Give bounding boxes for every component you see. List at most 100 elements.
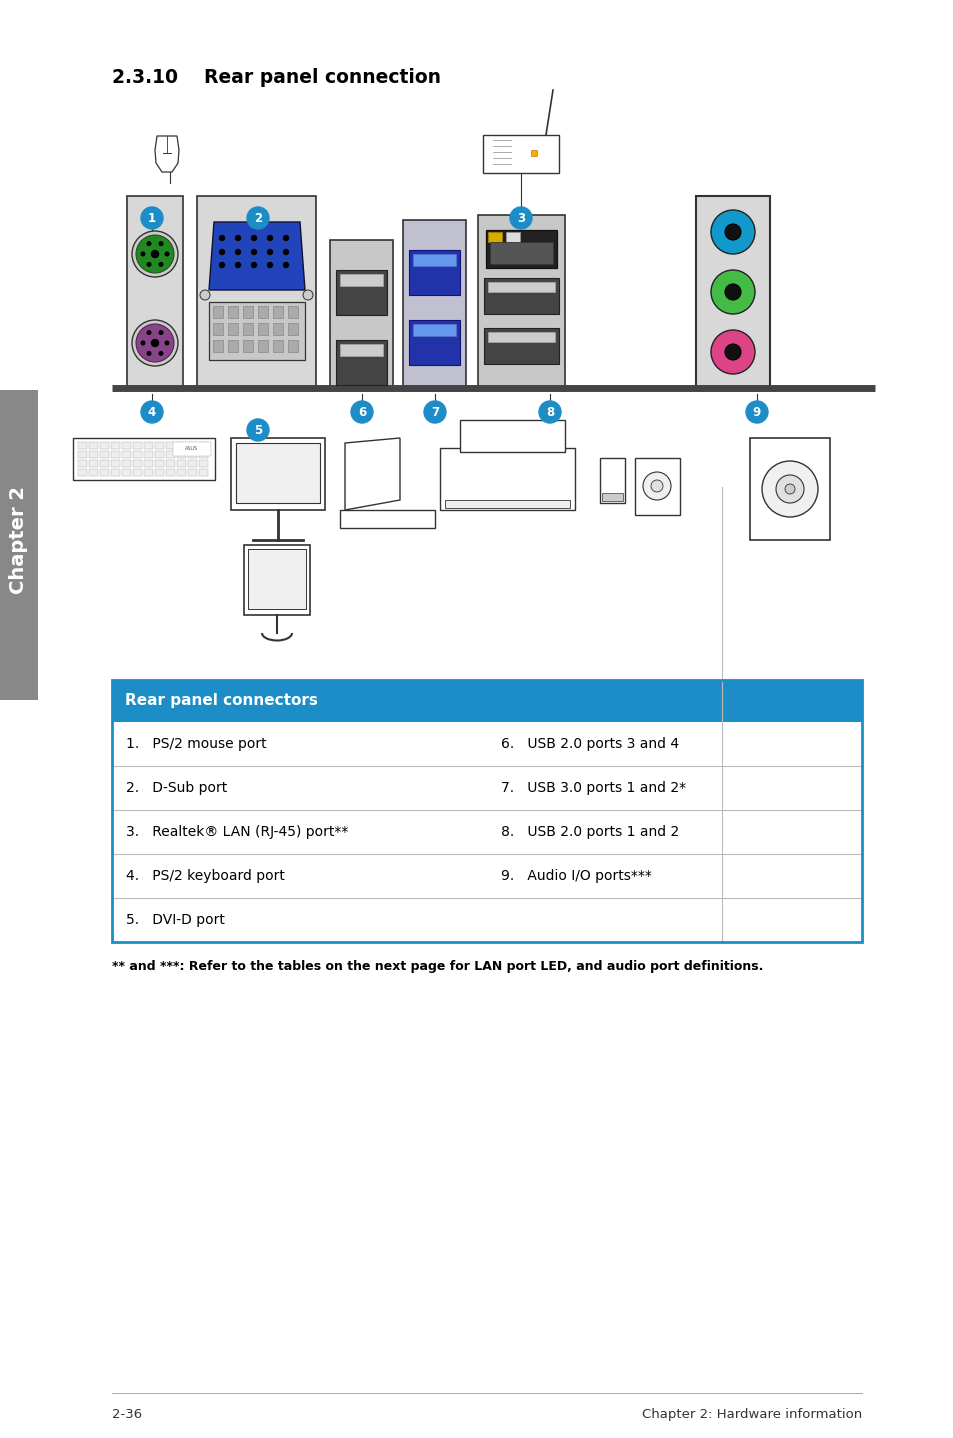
Circle shape [710,270,754,313]
Circle shape [132,232,178,278]
Bar [73,439,214,480]
Bar [339,344,382,357]
Bar [89,469,98,476]
Bar [199,469,208,476]
Bar [273,306,283,318]
Circle shape [235,250,240,255]
Bar [257,339,268,352]
Text: 2: 2 [253,211,262,224]
Bar [112,766,862,810]
Circle shape [219,236,224,240]
Text: 7.   USB 3.0 ports 1 and 2*: 7. USB 3.0 ports 1 and 2* [500,781,685,795]
Bar [100,441,109,449]
Text: Chapter 2: Chapter 2 [10,486,29,594]
Bar [132,452,142,457]
Circle shape [165,341,169,345]
Circle shape [235,236,240,240]
Bar [188,452,196,457]
Bar [228,324,237,335]
Circle shape [650,480,662,492]
Bar [177,460,186,467]
Text: 9: 9 [752,406,760,418]
Bar [288,306,297,318]
Circle shape [141,252,145,256]
Bar [188,460,196,467]
Text: 1.   PS/2 mouse port: 1. PS/2 mouse port [126,738,266,751]
Bar [166,441,174,449]
Bar [112,810,862,854]
Bar [439,449,575,510]
Text: 9.   Audio I/O ports***: 9. Audio I/O ports*** [500,869,651,883]
Bar [122,469,131,476]
Bar [339,510,435,528]
Bar [188,441,196,449]
Bar [339,275,382,286]
Bar [100,469,109,476]
Bar [89,452,98,457]
Bar [144,452,152,457]
Circle shape [283,250,288,255]
Circle shape [745,401,767,423]
Polygon shape [209,221,305,290]
Bar [144,469,152,476]
Bar [100,460,109,467]
Bar [0,390,38,700]
Bar [235,443,319,503]
Bar [488,282,555,292]
Bar [177,441,186,449]
Circle shape [219,263,224,267]
Bar [199,452,208,457]
Bar [112,897,862,942]
Text: 2.   D-Sub port: 2. D-Sub port [126,781,227,795]
Bar [335,270,387,315]
Bar [288,339,297,352]
Bar [402,220,465,388]
Circle shape [200,290,210,301]
Circle shape [159,242,163,246]
Text: 2-36: 2-36 [112,1408,142,1421]
Circle shape [219,250,224,255]
Bar [459,420,564,452]
Bar [111,460,120,467]
Bar [111,441,120,449]
Circle shape [784,485,794,495]
Circle shape [303,290,313,301]
Text: 4.   PS/2 keyboard port: 4. PS/2 keyboard port [126,869,285,883]
Circle shape [136,234,173,273]
Bar [599,457,624,503]
Bar [122,452,131,457]
Circle shape [775,475,803,503]
Circle shape [283,236,288,240]
Bar [166,460,174,467]
Bar [335,339,387,385]
Circle shape [252,250,256,255]
Circle shape [147,242,151,246]
Bar [213,306,223,318]
Bar [154,452,164,457]
Circle shape [141,341,145,345]
Bar [488,332,555,342]
Bar [166,452,174,457]
Circle shape [283,263,288,267]
Bar [413,255,456,266]
Bar [177,469,186,476]
Bar [172,441,211,456]
Bar [177,452,186,457]
Circle shape [165,252,169,256]
Text: 8.   USB 2.0 ports 1 and 2: 8. USB 2.0 ports 1 and 2 [500,825,679,838]
Circle shape [423,401,446,423]
Bar [166,469,174,476]
Circle shape [132,321,178,367]
Bar [243,324,253,335]
Text: Rear panel connectors: Rear panel connectors [125,693,317,709]
Bar [127,196,183,388]
Bar [483,328,558,364]
Text: 5: 5 [253,424,262,437]
Bar [112,680,862,722]
Bar [122,441,131,449]
Bar [78,452,87,457]
Bar [213,339,223,352]
Bar [257,306,268,318]
Bar [154,441,164,449]
Circle shape [159,331,163,335]
